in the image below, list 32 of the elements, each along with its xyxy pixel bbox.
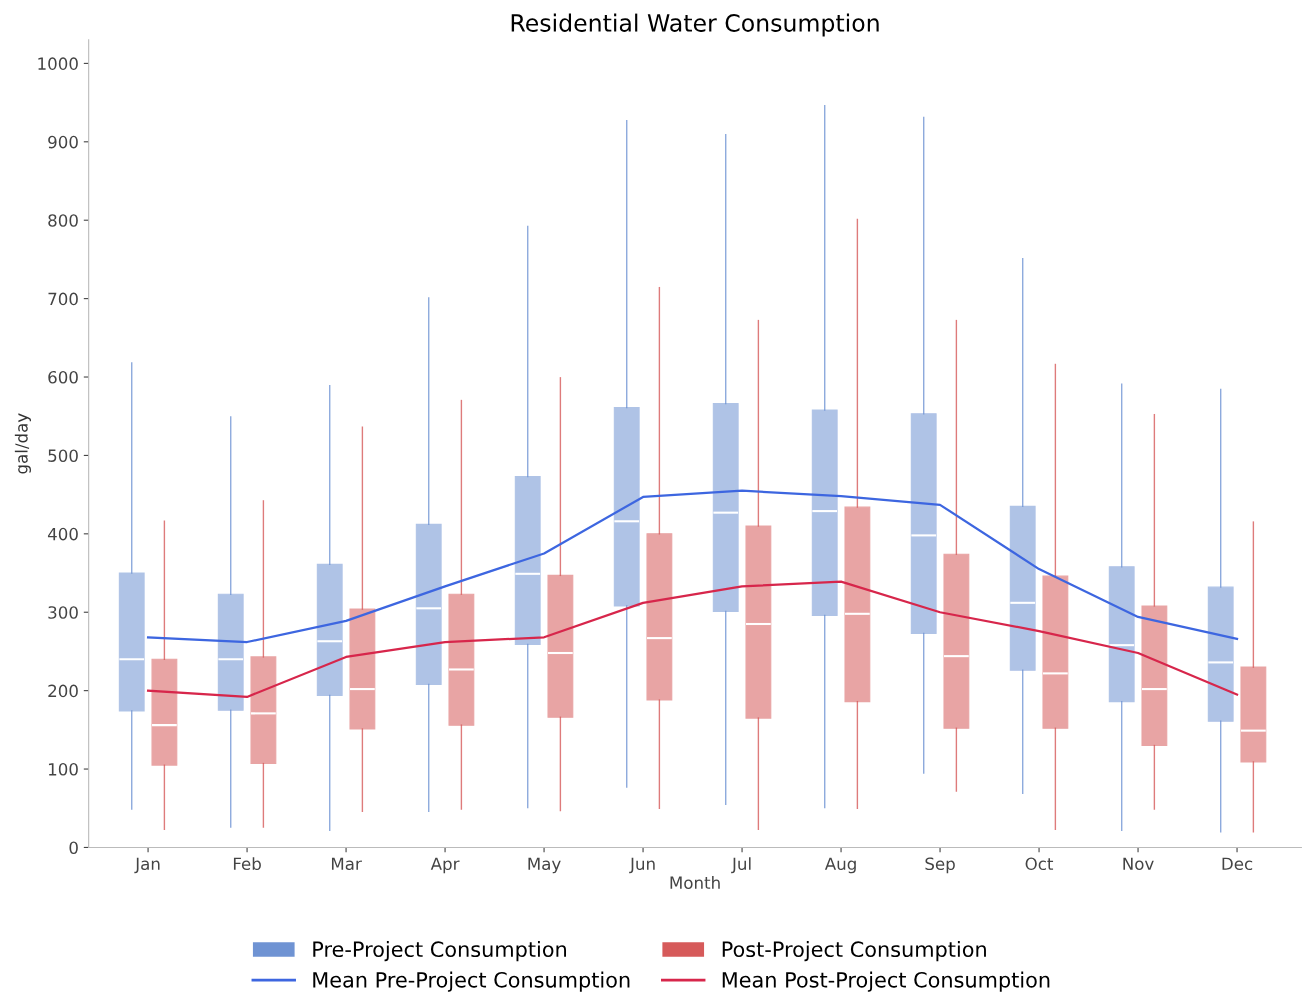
- line-series: [146, 580, 1239, 699]
- x-tick-label: Nov: [1123, 857, 1154, 871]
- x-tick-label: Apr: [430, 857, 460, 874]
- x-tick-label: Feb: [233, 857, 261, 871]
- y-tick-label: 300: [48, 606, 78, 619]
- y-tick-label: 1000: [38, 57, 78, 70]
- x-tick-label: Mar: [331, 857, 362, 871]
- x-axis-title: Month: [670, 876, 720, 889]
- legend-label: Mean Post-Project Consumption: [722, 971, 1050, 992]
- y-tick-label: 0: [69, 841, 78, 855]
- y-tick-label: 200: [48, 684, 78, 698]
- x-tick-label: Sep: [925, 857, 955, 874]
- legend-label: Mean Pre-Project Consumption: [313, 971, 630, 992]
- x-tick-label: May: [528, 857, 561, 874]
- x-tick-label: Aug: [824, 857, 856, 874]
- x-tick-label: Jan: [134, 857, 160, 874]
- x-tick-label: Dec: [1222, 857, 1253, 871]
- y-tick-label: 400: [47, 527, 78, 541]
- y-tick-label: 700: [48, 292, 78, 306]
- line-series: [146, 489, 1239, 644]
- y-tick-label: 900: [48, 135, 78, 149]
- legend-label: Pre-Project Consumption: [313, 940, 566, 962]
- y-tick-label: 100: [48, 763, 78, 776]
- y-axis-title: gal/day: [14, 413, 31, 474]
- x-tick-label: Oct: [1025, 857, 1054, 871]
- legend-label: Post-Project Consumption: [722, 940, 986, 962]
- x-tick-label: Jun: [629, 857, 655, 874]
- y-tick-label: 600: [48, 370, 78, 384]
- y-tick-label: 500: [48, 449, 78, 462]
- x-tick-label: Jul: [731, 857, 751, 874]
- y-tick-label: 800: [48, 214, 78, 227]
- chart-title: Residential Water Consumption: [511, 13, 879, 37]
